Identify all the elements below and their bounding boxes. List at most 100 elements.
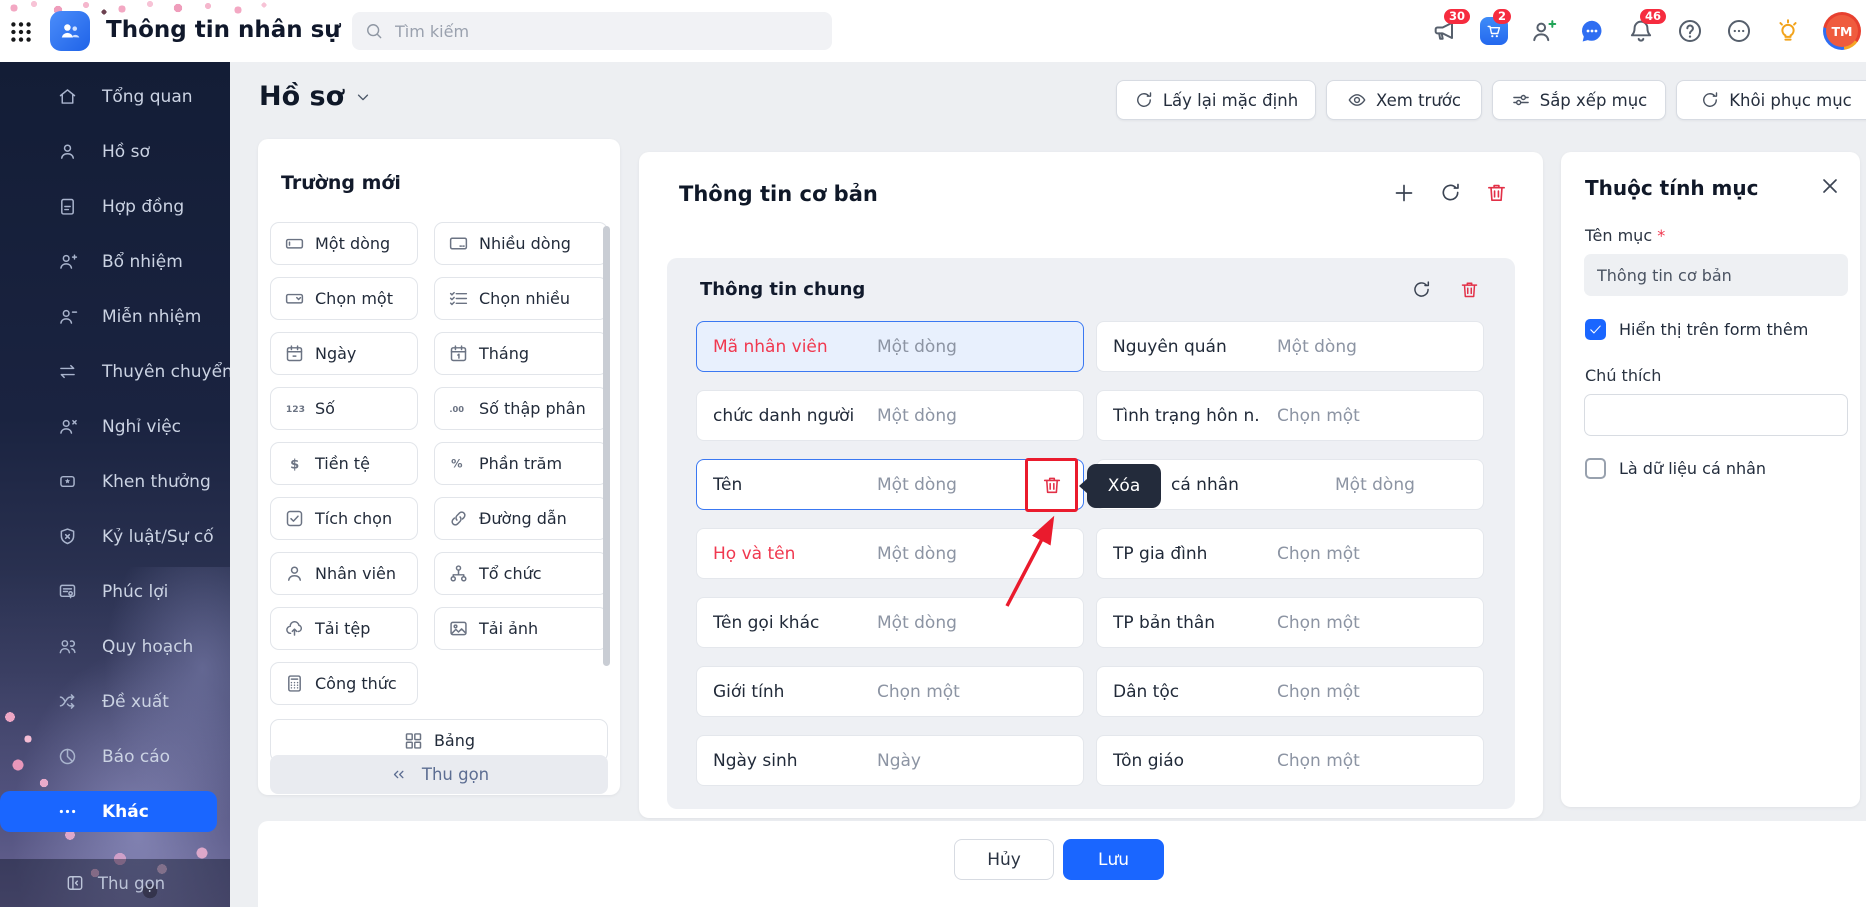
field-card-label: Tên [713,474,743,495]
reset-group-icon[interactable] [1409,279,1433,303]
field-type-chon-mot[interactable]: Chọn một [270,277,418,320]
person-plus-icon [60,254,78,269]
help-icon[interactable] [1676,17,1704,45]
field-type-label: Tải ảnh [479,619,539,638]
cancel-button[interactable]: Hủy [954,839,1054,880]
sidebar-item-ky-luat-su-co[interactable]: Kỷ luật/Sự cố [0,509,230,564]
sidebar-item-ho-so[interactable]: Hồ sơ [0,124,230,179]
sidebar-item-de-xuat[interactable]: Đề xuất [0,674,230,729]
chat-icon[interactable] [1578,17,1606,45]
personal-data-label: Là dữ liệu cá nhân [1619,459,1767,478]
svg-text:.00: .00 [449,404,464,414]
add-user-icon[interactable] [1529,17,1557,45]
field-type-phan-tram[interactable]: % Phần trăm [434,442,608,485]
close-icon[interactable] [1818,174,1842,198]
field-type-label: Tháng [479,344,530,363]
field-type-so[interactable]: 123 Số [270,387,418,430]
search-input[interactable] [393,20,820,42]
form-section-actions [1392,181,1508,205]
sidebar-item-hop-dong[interactable]: Hợp đồng [0,179,230,234]
person-icon [60,144,75,159]
field-card-ngay-sinh[interactable]: Ngày sinh Ngày [696,735,1084,786]
arrange-items-label: Sắp xếp mục [1539,90,1648,110]
number-icon: 123 [286,404,305,415]
reset-section-icon[interactable] [1438,181,1462,205]
restore-items-button[interactable]: Khôi phục mục [1676,80,1866,120]
delete-field-icon[interactable] [1041,474,1063,496]
save-button[interactable]: Lưu [1063,839,1164,880]
app-logo-icon[interactable] [50,11,90,51]
field-card-dan-toc[interactable]: Dân tộc Chọn một [1096,666,1484,717]
field-card-ca-nhan[interactable]: cá nhân Một dòng [1096,459,1484,510]
field-card-tinh-trang-hon-nhan[interactable]: Tình trạng hôn n... Chọn một [1096,390,1484,441]
field-type-duong-dan[interactable]: Đường dẫn [434,497,608,540]
cart-icon[interactable]: 2 [1480,9,1512,45]
field-type-chon-nhieu[interactable]: Chọn nhiều [434,277,608,320]
field-type-mot-dong[interactable]: Một dòng [270,222,418,265]
notifications-bell-icon[interactable]: 46 [1627,9,1667,45]
field-card-tp-ban-than[interactable]: TP bản thân Chọn một [1096,597,1484,648]
field-card-gioi-tinh[interactable]: Giới tính Chọn một [696,666,1084,717]
sidebar-item-bo-nhiem[interactable]: Bổ nhiệm [0,234,230,289]
field-type-tich-chon[interactable]: Tích chọn [270,497,418,540]
field-type-ngay[interactable]: Ngày [270,332,418,375]
whats-new-lamp-icon[interactable] [1774,17,1802,45]
multi-line-icon [449,237,468,250]
checkbox-checked-icon[interactable] [1585,319,1606,340]
page-title: Hồ sơ [259,81,345,112]
user-avatar[interactable]: TM [1823,12,1861,50]
field-type-tien-te[interactable]: $ Tiền tệ [270,442,418,485]
field-cards-grid: Mã nhân viên Một dòng Nguyên quán Một dò… [696,321,1484,786]
sidebar-item-tong-quan[interactable]: Tổng quan [0,69,230,124]
sidebar-item-thuyen-chuyen[interactable]: Thuyên chuyển [0,344,230,399]
global-search[interactable] [352,12,832,50]
sidebar-item-nghi-viec[interactable]: Nghỉ việc [0,399,230,454]
field-card-ten-goi-khac[interactable]: Tên gọi khác Một dòng [696,597,1084,648]
sidebar-item-bao-cao[interactable]: Báo cáo [0,729,230,784]
field-type-to-chuc[interactable]: Tổ chức [434,552,608,595]
delete-tooltip: Xóa [1079,464,1161,508]
announcements-megaphone-icon[interactable]: 30 [1431,9,1471,45]
preview-button[interactable]: Xem trước [1326,80,1482,120]
field-type-so-thap-phan[interactable]: .00 Số thập phân [434,387,608,430]
checkbox-unchecked-icon[interactable] [1585,458,1606,479]
field-card-tp-gia-dinh[interactable]: TP gia đình Chọn một [1096,528,1484,579]
field-card-nguyen-quan[interactable]: Nguyên quán Một dòng [1096,321,1484,372]
field-type-thang[interactable]: Tháng [434,332,608,375]
field-card-ho-va-ten[interactable]: Họ và tên Một dòng [696,528,1084,579]
field-card-ma-nhan-vien[interactable]: Mã nhân viên Một dòng [696,321,1084,372]
field-type-bang[interactable]: Bảng [270,719,608,762]
field-type-cong-thuc[interactable]: Công thức [270,662,418,705]
more-options-icon[interactable] [1725,17,1753,45]
field-card-ton-giao[interactable]: Tôn giáo Chọn một [1096,735,1484,786]
sidebar-item-quy-hoach[interactable]: Quy hoạch [0,619,230,674]
item-name-input[interactable] [1584,254,1848,296]
app-grid-menu-icon[interactable] [8,19,34,45]
field-type-nhieu-dong[interactable]: Nhiều dòng [434,222,608,265]
app-header: Thông tin nhân sự 30 2 46 [0,0,1866,62]
page-title-dropdown[interactable]: Hồ sơ [259,81,372,112]
preview-label: Xem trước [1376,90,1461,110]
field-type-label: Nhân viên [315,564,397,583]
svg-text:%: % [451,456,463,470]
arrange-items-button[interactable]: Sắp xếp mục [1492,80,1666,120]
new-fields-title: Trường mới [281,172,401,194]
field-card-ten[interactable]: Tên Một dòng [696,458,1084,512]
delete-group-icon[interactable] [1457,279,1481,303]
sidebar-item-mien-nhiem[interactable]: Miễn nhiệm [0,289,230,344]
reset-default-button[interactable]: Lấy lại mặc định [1116,80,1316,120]
field-card-chuc-danh-nguoi[interactable]: chức danh người ... Một dòng [696,390,1084,441]
fields-panel-collapse-button[interactable]: Thu gọn [270,755,608,794]
add-section-icon[interactable] [1392,181,1416,205]
sidebar-item-khac[interactable]: Khác [0,791,217,832]
sidebar-item-phuc-loi[interactable]: Phúc lợi [0,564,230,619]
field-type-tai-tep[interactable]: Tải tệp [270,607,418,650]
sidebar-collapse-button[interactable]: Thu gọn [0,859,230,907]
fields-panel-scrollbar[interactable] [603,226,610,666]
field-type-tai-anh[interactable]: Tải ảnh [434,607,608,650]
shuffle-icon [59,694,75,709]
delete-section-icon[interactable] [1484,181,1508,205]
field-type-nhan-vien[interactable]: Nhân viên [270,552,418,595]
note-input[interactable] [1584,394,1848,436]
sidebar-item-khen-thuong[interactable]: Khen thưởng [0,454,230,509]
